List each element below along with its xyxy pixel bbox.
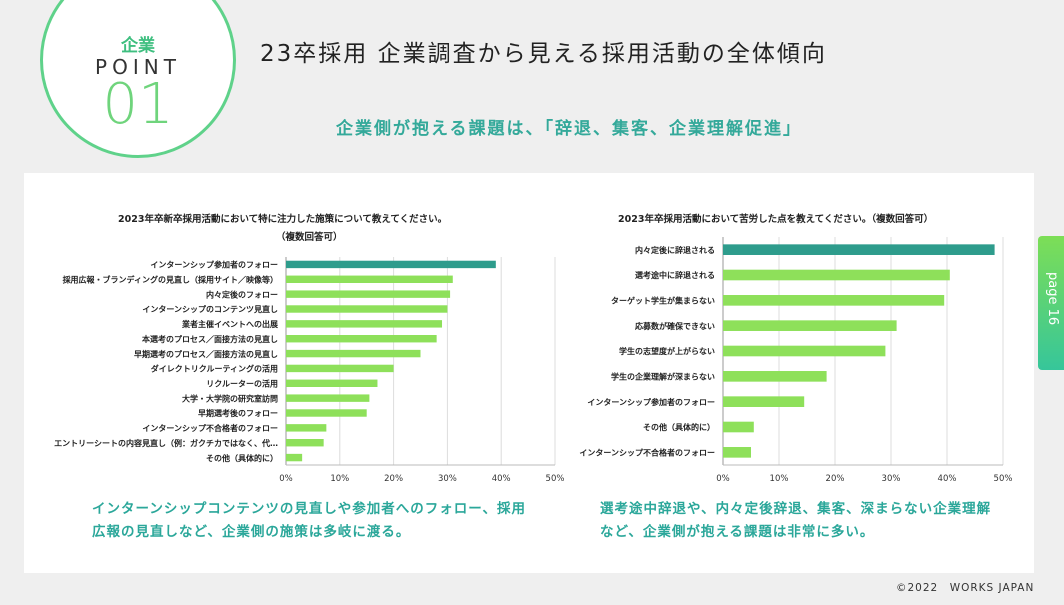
page-tab: page 16 [1038, 236, 1064, 370]
bar [286, 305, 448, 313]
page-title: 23卒採用 企業調査から見える採用活動の全体傾向 [260, 41, 827, 67]
category-label: 採用広報・ブランディングの見直し（採用サイト／映像等） [63, 274, 278, 284]
bar [286, 335, 437, 343]
category-label: 内々定後のフォロー [206, 289, 278, 299]
right-caption: 選考途中辞退や、内々定後辞退、集客、深まらない企業理解 など、企業側が抱える課題… [600, 498, 991, 544]
bar [723, 295, 945, 306]
bar [723, 320, 897, 331]
bar [286, 394, 370, 402]
category-label: ダイレクトリクルーティングの活用 [151, 364, 278, 374]
category-label: インターンシップ不合格者のフォロー [579, 448, 715, 458]
bar [723, 447, 751, 458]
x-tick-label: 20% [384, 474, 403, 484]
bar [286, 275, 453, 283]
bar [286, 260, 496, 269]
left-chart-title-note: （複数回答可） [276, 232, 343, 243]
page-subtitle: 企業側が抱える課題は、「辞退、集客、企業理解促進」 [336, 119, 802, 139]
bar [286, 320, 443, 328]
category-label: 学生の志望度が上がらない [619, 346, 715, 356]
x-tick-label: 20% [826, 474, 845, 484]
category-label: 業者主催イベントへの出展 [181, 319, 278, 329]
category-label: 学生の企業理解が深まらない [611, 372, 715, 382]
bar [723, 269, 950, 281]
category-label: 本選考のプロセス／面接方法の見直し [141, 334, 278, 344]
left-caption-line-1: インターンシップコンテンツの見直しや参加者へのフォロー、採用 [92, 501, 527, 517]
x-tick-label: 40% [492, 474, 511, 484]
category-label: 選考途中に辞退される [635, 270, 715, 280]
category-label: 内々定後に辞退される [635, 245, 715, 255]
category-label: ターゲット学生が集まらない [611, 296, 715, 306]
category-label: その他（具体的に） [643, 422, 715, 432]
bar [286, 409, 367, 417]
bar [286, 439, 324, 447]
badge-number: 01 [102, 72, 174, 137]
x-tick-label: 10% [770, 474, 789, 484]
category-label: インターンシップ不合格者のフォロー [142, 423, 278, 433]
x-tick-label: 50% [994, 474, 1013, 484]
bar [286, 453, 303, 462]
bar [286, 379, 378, 387]
point-badge: 企業 POINT 01 [40, 0, 236, 158]
bar [723, 421, 754, 433]
category-label: 早期選考後のフォロー [198, 408, 278, 418]
bar [723, 244, 995, 255]
right-chart-title: 2023年卒採用活動において苦労した点を教えてください。（複数回答可） [618, 214, 934, 225]
copyright: ©2022 WORKS JAPAN [896, 582, 1035, 594]
left-caption-line-2: 広報の見直しなど、企業側の施策は多岐に渡る。 [92, 524, 411, 540]
right-caption-line-1: 選考途中辞退や、内々定後辞退、集客、深まらない企業理解 [600, 501, 992, 517]
x-tick-label: 50% [546, 474, 565, 484]
badge-point: POINT [95, 55, 181, 79]
left-chart-title: 2023年卒新卒採用活動において特に注力した施策について教えてください。 [118, 214, 448, 225]
x-tick-label: 40% [938, 474, 957, 484]
category-label: 応募数が確保できない [635, 321, 715, 331]
right-caption-line-2: など、企業側が抱える課題は非常に多い。 [600, 524, 875, 540]
category-label: その他（具体的に） [206, 453, 278, 463]
x-tick-label: 10% [330, 474, 349, 484]
bar [286, 424, 327, 432]
category-label: 大学・大学院の研究室訪問 [182, 393, 278, 403]
bar [723, 396, 805, 407]
bar [286, 290, 451, 298]
content-panel [24, 173, 1034, 573]
left-caption: インターンシップコンテンツの見直しや参加者へのフォロー、採用 広報の見直しなど、… [92, 498, 526, 544]
page-tab-label: page 16 [1045, 272, 1060, 326]
bar [723, 371, 827, 382]
category-label: インターンシップ参加者のフォロー [150, 260, 278, 270]
bar [286, 364, 394, 373]
bar [286, 349, 421, 358]
bar [723, 345, 886, 357]
category-label: エントリーシートの内容見直し（例：ガクチカではなく、代… [54, 438, 278, 448]
x-tick-label: 30% [882, 474, 901, 484]
badge-label: 企業 [121, 36, 155, 56]
x-tick-label: 0% [279, 474, 293, 484]
category-label: 早期選考のプロセス／面接方法の見直し [134, 349, 278, 359]
x-tick-label: 0% [716, 474, 730, 484]
category-label: インターンシップ参加者のフォロー [587, 397, 715, 407]
category-label: リクルーターの活用 [206, 378, 278, 388]
x-tick-label: 30% [438, 474, 457, 484]
category-label: インターンシップのコンテンツ見直し [142, 304, 278, 314]
